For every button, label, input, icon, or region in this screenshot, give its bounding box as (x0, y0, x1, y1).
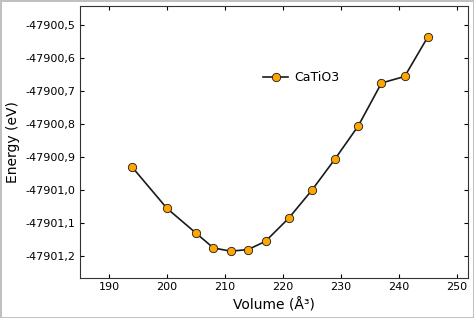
CaTiO3 (332, 157, 338, 161)
CaTiO3 (309, 188, 315, 192)
CaTiO3 (402, 74, 408, 78)
CaTiO3 (356, 124, 361, 128)
CaTiO3 (286, 216, 292, 220)
X-axis label: Volume (Å³): Volume (Å³) (233, 298, 315, 313)
CaTiO3 (164, 206, 170, 210)
CaTiO3 (379, 81, 384, 85)
Y-axis label: Energy (eV): Energy (eV) (6, 100, 19, 183)
CaTiO3 (245, 248, 251, 252)
CaTiO3 (129, 165, 135, 169)
Line: CaTiO3: CaTiO3 (128, 33, 432, 255)
CaTiO3 (210, 246, 216, 250)
CaTiO3 (193, 231, 199, 235)
CaTiO3 (425, 35, 431, 39)
Legend: CaTiO3: CaTiO3 (258, 66, 345, 89)
CaTiO3 (228, 249, 234, 253)
CaTiO3 (263, 239, 268, 243)
